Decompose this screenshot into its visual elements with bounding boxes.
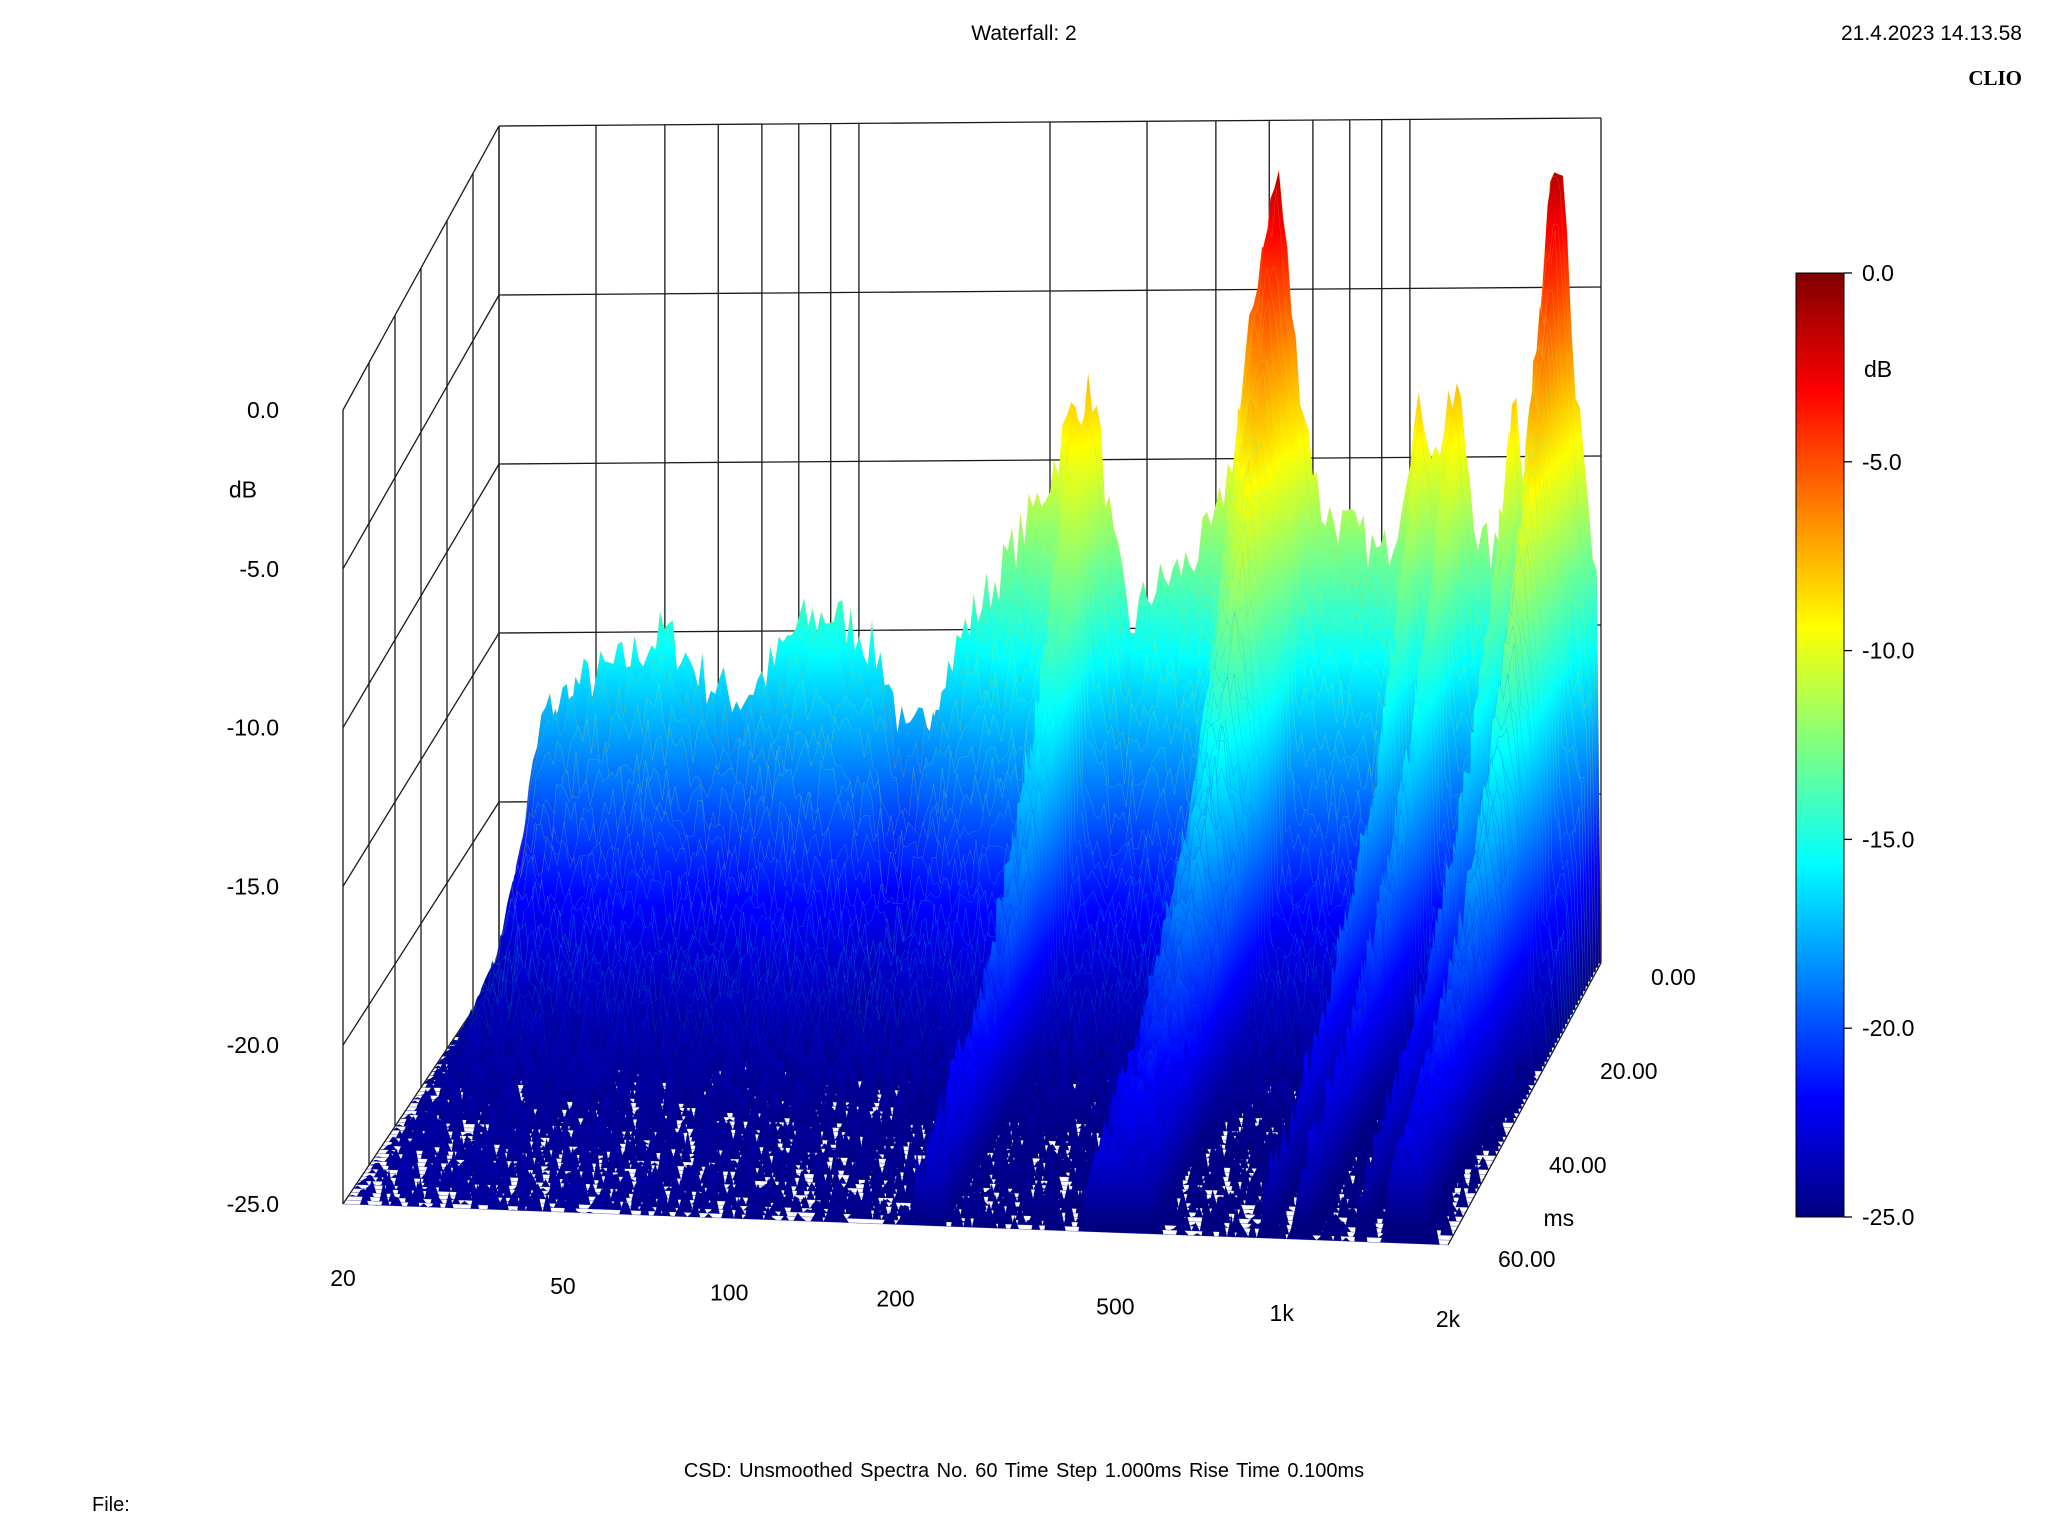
file-label: File: [92,1494,130,1516]
colorbar-tick-label: -5.0 [1862,449,1902,475]
colorbar-tick-label: -15.0 [1862,826,1914,852]
back-wall-db-line [498,286,1602,296]
time-tick-label: 0.00 [1651,964,1696,990]
colorbar-tick-label: -20.0 [1862,1015,1914,1041]
db-tick-label: -15.0 [227,873,279,899]
db-tick-label: -20.0 [227,1032,279,1058]
freq-tick-label: 20 [330,1265,356,1291]
spectrum-slice [342,1145,1449,1246]
timestamp: 21.4.2023 14.13.58 [1840,22,2022,45]
colorbar-tick-label: -10.0 [1862,638,1914,664]
back-wall-db-line [498,117,1602,127]
db-tick-label: 0.0 [247,397,279,423]
time-tick-label: 60.00 [1498,1246,1556,1272]
freq-tick-label: 1k [1270,1300,1295,1326]
freq-tick-label: 100 [710,1279,748,1305]
axes: 0.0 -5.0 -10.0 -15.0 -20.0 -25.0 dB 20 50 100 200 5… [227,397,1696,1332]
freq-tick-label: 500 [1096,1294,1134,1320]
time-tick-label: 40.00 [1549,1152,1607,1178]
db-tick-label: -5.0 [239,556,279,582]
freq-tick-label: 2k [1436,1306,1461,1332]
db-tick-label: -25.0 [227,1191,279,1217]
colorbar-tick-label: -25.0 [1862,1204,1914,1230]
freq-tick-label: 200 [876,1286,914,1312]
colorbar: 0.0 -5.0 -10.0 -15.0 -20.0 -25.0 dB [1795,260,1914,1230]
time-axis-label: ms [1544,1205,1575,1231]
colorbar-gradient [1795,272,1845,1218]
freq-tick-label: 50 [550,1273,576,1299]
waterfall-surface [342,170,1602,1246]
brand-logo: CLIO [1968,66,2022,90]
colorbar-unit-label: dB [1864,356,1892,382]
spectrum-slice [355,1099,1461,1222]
colorbar-tick-label: 0.0 [1862,260,1894,286]
time-tick-label: 20.00 [1600,1058,1658,1084]
measurement-info: CSD: Unsmoothed Spectra No. 60 Time Step… [683,1460,1365,1482]
db-axis-label: dB [229,476,257,502]
db-tick-label: -10.0 [227,715,279,741]
chart-title: Waterfall: 2 [971,22,1077,45]
